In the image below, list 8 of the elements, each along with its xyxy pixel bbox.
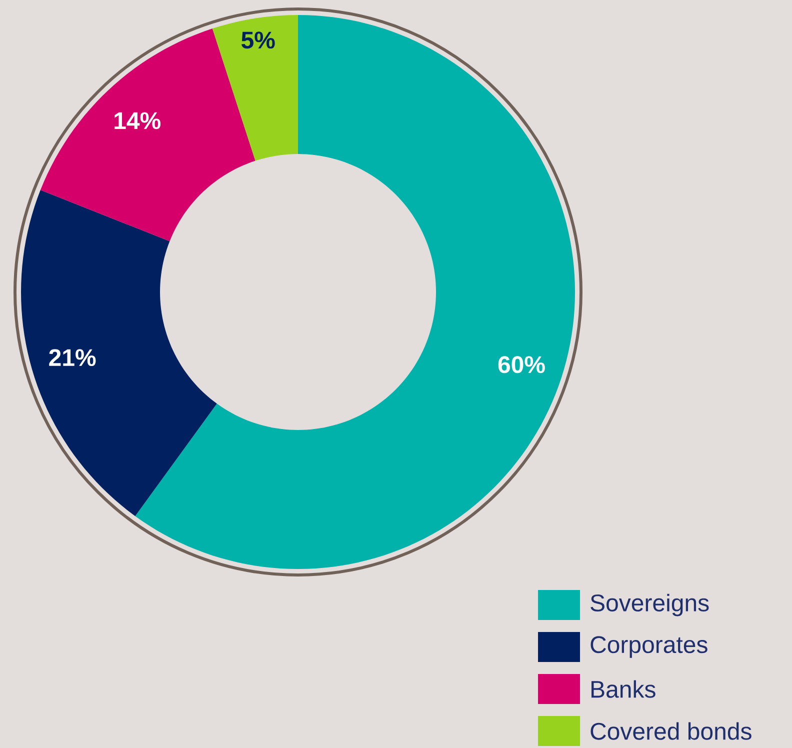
legend-label: Banks	[592, 680, 656, 698]
data-label: 21%	[49, 349, 96, 366]
data-label: 14%	[114, 112, 161, 130]
legend-label: Sovereigns	[590, 594, 709, 616]
legend-label: Corporates	[590, 636, 708, 658]
legend-label: Covered bonds	[590, 722, 752, 740]
data-label: 60%	[498, 356, 545, 374]
data-label: 5%	[242, 32, 275, 49]
